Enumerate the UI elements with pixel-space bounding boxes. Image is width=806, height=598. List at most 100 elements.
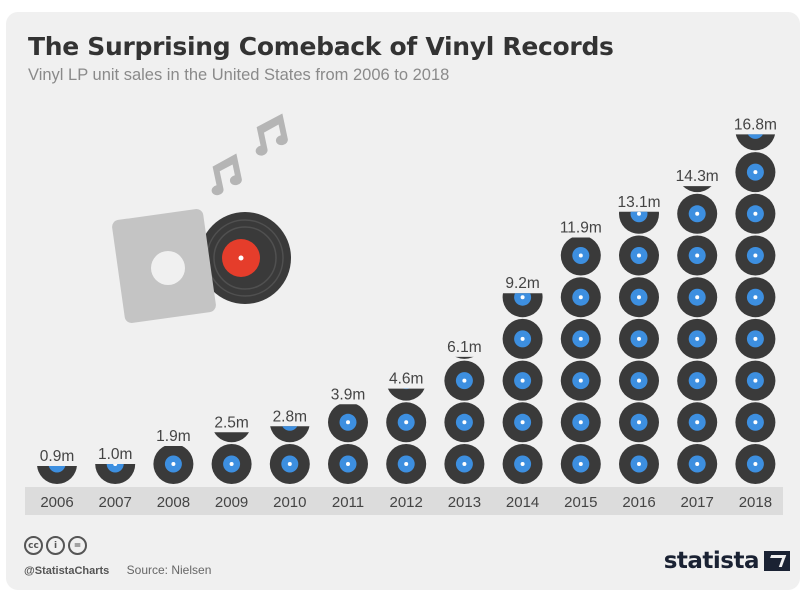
vinyl-illustration [112, 113, 291, 323]
x-tick-label: 2017 [681, 494, 714, 511]
x-tick-label: 2018 [739, 494, 772, 511]
record-hole-mark [753, 462, 758, 466]
record-hole-mark [695, 253, 700, 258]
x-tick-label: 2007 [99, 494, 132, 511]
record-hole-mark [346, 462, 350, 466]
record-hole-mark [637, 378, 641, 383]
record-hole-mark [578, 462, 583, 466]
record-hole-mark [578, 378, 583, 383]
bar-2009 [211, 432, 252, 484]
data-label: 2.5m [214, 414, 248, 431]
no-derivatives-icon[interactable]: = [68, 536, 87, 555]
record-hole-mark [695, 336, 700, 341]
vinyl-sleeve-icon [112, 209, 291, 323]
data-label: 11.9m [560, 220, 602, 237]
cc-license-icon[interactable]: cc [24, 536, 43, 555]
record-hole-mark [753, 253, 758, 258]
data-label: 16.8m [734, 116, 777, 133]
partial-record-mark [455, 356, 474, 359]
statista-mark-icon [764, 551, 790, 571]
partial-record-mark [95, 464, 136, 484]
record-hole-mark [578, 336, 583, 341]
license-icons: cc i = [24, 536, 211, 555]
record-hole-mark [637, 253, 641, 258]
bar-2011 [328, 404, 368, 484]
data-label: 6.1m [447, 339, 481, 356]
bar-2008 [153, 446, 194, 484]
bar-2006 [37, 466, 77, 484]
footer-credits: cc i = @StatistaCharts Source: Nielsen [24, 536, 211, 584]
data-label: 14.3m [676, 168, 719, 185]
chart-title: The Surprising Comeback of Vinyl Records [28, 32, 614, 61]
record-hole-mark [753, 378, 758, 383]
bar-2016 [619, 211, 659, 484]
x-tick-label: 2006 [40, 494, 73, 511]
x-tick-label: 2010 [273, 494, 306, 511]
record-hole-mark [637, 295, 641, 300]
partial-record-mark [619, 211, 659, 234]
record-hole-mark [753, 420, 758, 425]
data-label: 4.6m [389, 371, 423, 388]
partial-record-mark [735, 134, 775, 151]
record-hole-mark [695, 420, 700, 425]
partial-record-mark [37, 466, 77, 484]
bar-2013 [444, 356, 485, 484]
bar-2012 [386, 388, 427, 484]
record-hole-mark [462, 378, 467, 383]
record-hole-mark [404, 462, 409, 466]
record-hole-mark [462, 462, 467, 466]
source-note: Source: Nielsen [126, 563, 212, 577]
record-hole-mark [753, 170, 758, 175]
record-hole-mark [520, 420, 525, 425]
data-label: 3.9m [331, 386, 365, 403]
x-tick-label: 2016 [622, 494, 655, 511]
attribution-icon[interactable]: i [46, 536, 65, 555]
music-notes-icon [211, 113, 288, 196]
record-hole-mark [287, 462, 292, 466]
record-hole-mark [753, 211, 758, 216]
x-tick-label: 2009 [215, 494, 248, 511]
statista-handle[interactable]: @StatistaCharts [24, 565, 110, 577]
brand-name: statista [663, 548, 760, 574]
record-hole-mark [637, 336, 641, 341]
data-label: 9.2m [505, 275, 539, 292]
record-hole-mark [578, 420, 583, 425]
data-label: 2.8m [273, 408, 307, 425]
bar-2014 [502, 293, 543, 484]
x-tick-label: 2008 [157, 494, 190, 511]
partial-record-mark [270, 426, 310, 443]
bar-2007 [95, 464, 136, 484]
record-hole-mark [404, 420, 409, 425]
record-hole-mark [695, 378, 700, 383]
record-hole-mark [520, 378, 525, 383]
record-hole-mark [462, 420, 467, 425]
bar-2018 [735, 134, 776, 484]
record-hole-mark [229, 462, 234, 466]
record-hole-mark [695, 295, 700, 300]
record-hole-mark [520, 462, 525, 466]
x-tick-label: 2014 [506, 494, 539, 511]
record-hole-mark [637, 420, 641, 425]
partial-record-mark [214, 432, 249, 443]
statista-logo[interactable]: statista [664, 548, 790, 574]
bar-2017 [677, 186, 718, 484]
partial-record-mark [387, 388, 425, 401]
record-hole-mark [753, 295, 758, 300]
bar-2010 [269, 426, 310, 484]
x-tick-label: 2012 [390, 494, 423, 511]
record-hole-mark [695, 211, 700, 216]
data-label: 1.0m [98, 446, 132, 463]
record-hole-mark [520, 336, 525, 341]
data-label: 13.1m [617, 194, 660, 211]
chart-subtitle: Vinyl LP unit sales in the United States… [28, 66, 450, 84]
x-tick-label: 2015 [564, 494, 597, 511]
record-hole-mark [753, 336, 758, 341]
year-axis-band [25, 487, 783, 515]
record-hole-mark [578, 295, 583, 300]
data-label: 0.9m [40, 448, 74, 465]
x-tick-label: 2011 [332, 494, 364, 511]
record-hole-mark [695, 462, 700, 466]
partial-record-mark [682, 186, 712, 193]
x-tick-label: 2013 [448, 494, 481, 511]
